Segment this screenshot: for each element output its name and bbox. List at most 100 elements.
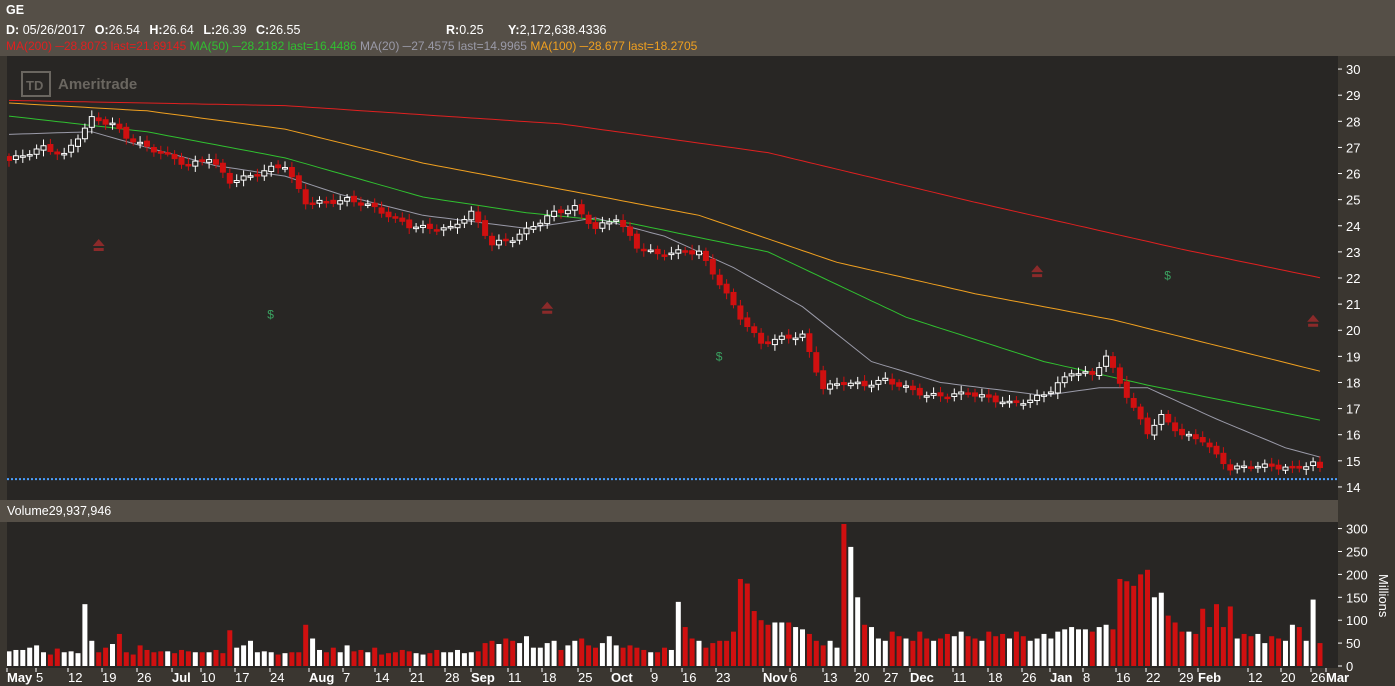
candle [730, 288, 737, 309]
volume-bar [1076, 629, 1081, 666]
volume-bar [254, 652, 260, 666]
candle [1192, 429, 1199, 445]
candle-body [81, 127, 88, 140]
candle-body [337, 200, 344, 205]
candle-body [26, 154, 33, 157]
candle [530, 221, 537, 233]
candle-body [226, 172, 233, 184]
volume-bar [34, 645, 40, 666]
volume-bar [1165, 615, 1171, 666]
price-tick-label: 21 [1346, 297, 1360, 312]
volume-bar [1262, 643, 1268, 666]
y-key: Y: [508, 23, 520, 37]
volume-bar [406, 651, 412, 666]
day-label: 13 [823, 670, 837, 685]
price-axis[interactable] [1338, 56, 1395, 668]
high-value: 26.64 [162, 23, 194, 37]
candle [1034, 389, 1041, 406]
candle [116, 118, 123, 133]
candle [61, 147, 68, 160]
month-label: Dec [910, 670, 934, 685]
ma100-line [8, 102, 1321, 372]
candle-body [903, 385, 909, 388]
volume-bar [779, 622, 785, 666]
day-label: 6 [790, 670, 797, 685]
volume-bar [358, 649, 364, 666]
ma50-line [8, 115, 1321, 421]
volume-bar [427, 653, 433, 666]
day-label: 23 [716, 670, 730, 685]
volume-bar [965, 636, 971, 666]
candle [737, 299, 744, 326]
candle-body [88, 116, 95, 128]
candle [240, 170, 247, 187]
candle-body [275, 164, 282, 169]
candle [254, 168, 261, 182]
candle [378, 201, 385, 218]
volume-bar [944, 633, 950, 666]
candle-body [1172, 422, 1179, 432]
candle-body [758, 332, 765, 344]
candle [1130, 392, 1137, 411]
month-label: Mar [1326, 670, 1349, 685]
volume-bar [972, 638, 978, 666]
volume-bar [1276, 638, 1282, 666]
candle [1041, 391, 1047, 403]
price-tick-label: 26 [1346, 167, 1360, 182]
candle [965, 388, 972, 398]
candle-body [1096, 367, 1103, 376]
candle [523, 221, 530, 241]
candle [744, 312, 751, 332]
volume-bar [482, 643, 488, 666]
volume-bar [668, 649, 674, 666]
candle [54, 148, 61, 161]
volume-bar [116, 633, 122, 666]
volume-bar [751, 611, 757, 666]
volume-tick-label: 50 [1346, 636, 1360, 651]
volume-bar [448, 652, 454, 666]
candle [1268, 457, 1275, 472]
candle [696, 245, 702, 260]
price-chart-panel[interactable] [7, 56, 1338, 500]
candle-body [1110, 356, 1116, 368]
candle [344, 194, 351, 207]
volume-bar [248, 640, 253, 666]
ma50-legend[interactable]: MA(50) ─28.2182 last=16.4486 [189, 39, 357, 53]
candle [613, 214, 620, 225]
volume-bar [220, 653, 226, 666]
candle [68, 139, 75, 158]
candle [33, 144, 40, 159]
candle-body [261, 170, 268, 177]
candle [509, 236, 516, 248]
candle-body [978, 394, 985, 398]
candle-body [737, 305, 744, 320]
day-label: 16 [1116, 670, 1130, 685]
volume-bar [47, 654, 53, 666]
candle [7, 153, 12, 167]
ma100-legend[interactable]: MA(100) ─28.677 last=18.2705 [530, 39, 698, 53]
volume-bar [1124, 581, 1130, 666]
volume-bar [848, 546, 854, 666]
ma20-legend[interactable]: MA(20) ─27.4575 last=14.9965 [360, 39, 527, 53]
month-label: Sep [471, 670, 495, 685]
candle-body [778, 335, 785, 340]
candle-body [1082, 371, 1089, 374]
ma200-legend[interactable]: MA(200) ─28.8073 last=21.89145 [6, 39, 187, 53]
volume-bar [1103, 624, 1109, 666]
candle [489, 232, 495, 252]
candle-body [599, 222, 606, 229]
candle-body [378, 207, 385, 214]
candle [302, 184, 309, 210]
candle [12, 150, 19, 164]
volume-bar [1193, 633, 1199, 666]
candle [847, 379, 854, 389]
volume-bar [744, 583, 750, 666]
candle [282, 161, 288, 173]
volume-bar [606, 636, 612, 666]
time-axis[interactable] [0, 668, 1395, 686]
candle [178, 152, 185, 169]
candle-body [689, 250, 696, 255]
candle [1165, 410, 1172, 426]
candle [1199, 431, 1206, 446]
volume-bar [1020, 636, 1026, 666]
